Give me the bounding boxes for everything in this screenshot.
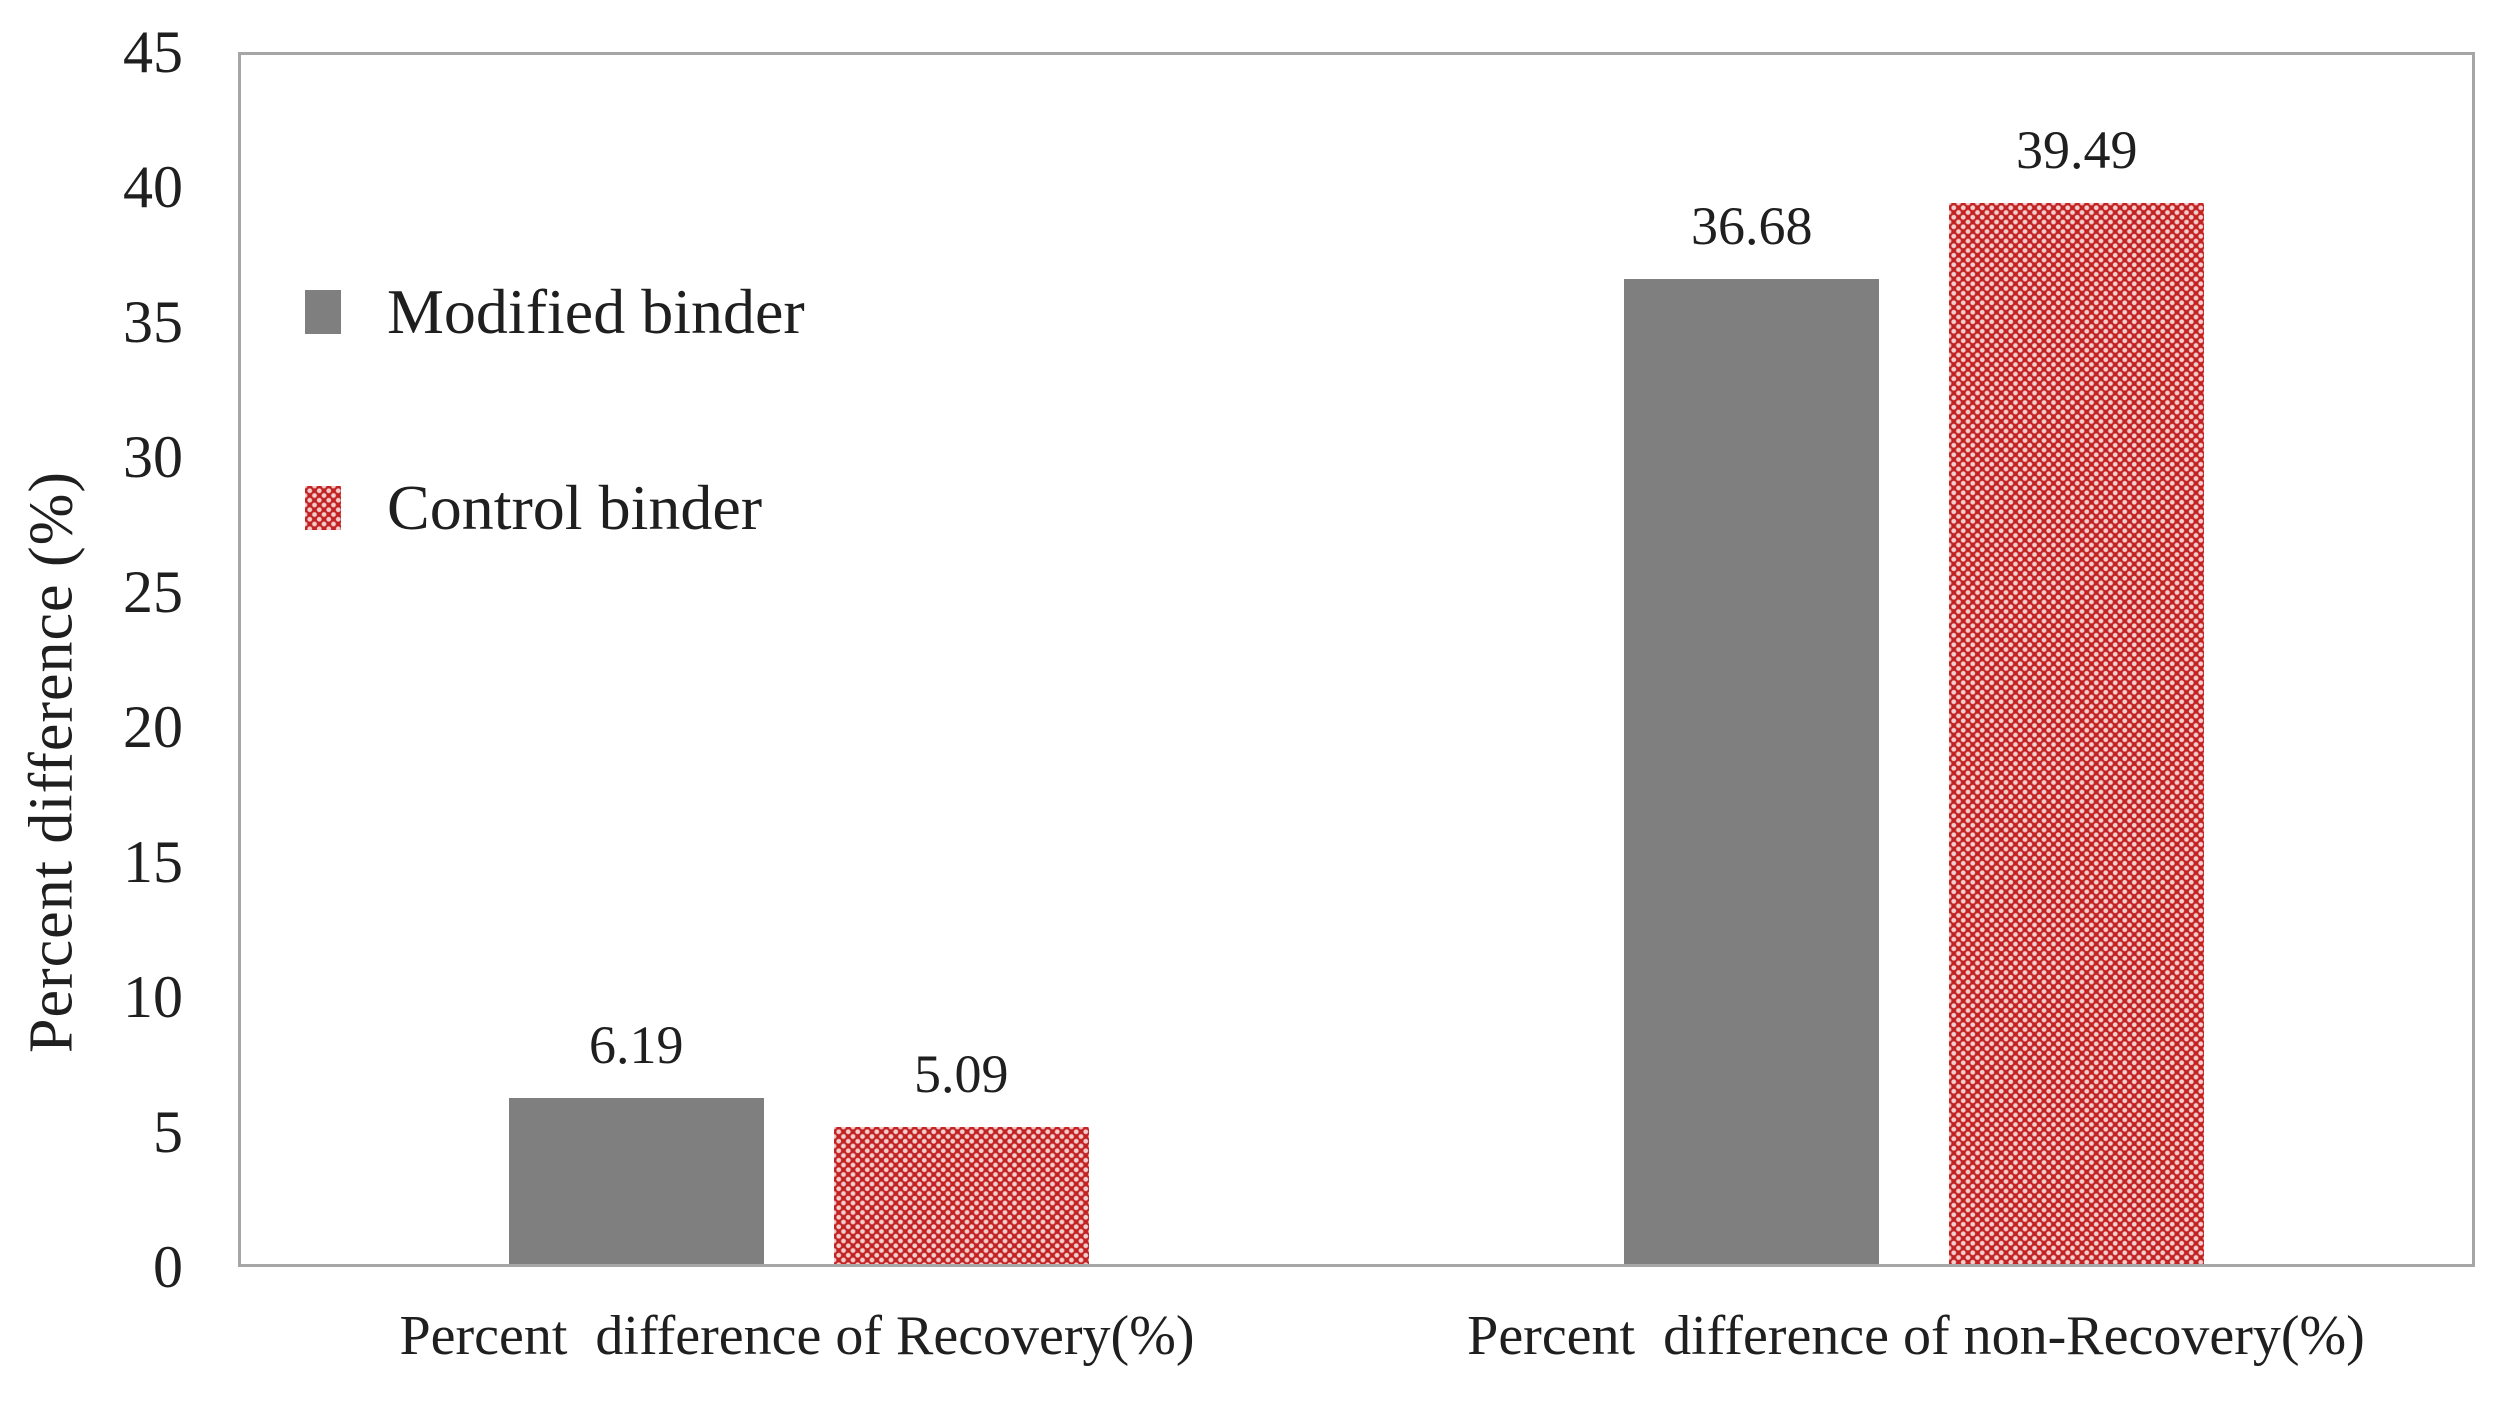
bar-value-label-control-binder-cat1: 39.49 bbox=[2016, 120, 2138, 181]
plot-area: Modified binder Control binder 6.19 5.09 3… bbox=[238, 52, 2475, 1267]
y-tick-label-25: 25 bbox=[123, 558, 183, 625]
bar-control-binder-cat0 bbox=[833, 1127, 1089, 1264]
category-label-non-recovery: Percent difference of non-Recovery(%) bbox=[1467, 1305, 2365, 1367]
bar-control-binder-cat1 bbox=[1949, 203, 2205, 1264]
y-tick-label-35: 35 bbox=[123, 288, 183, 355]
legend-swatch-control-binder bbox=[305, 485, 341, 530]
bar-value-label-control-binder-cat0: 5.09 bbox=[914, 1044, 1009, 1105]
y-tick-label-15: 15 bbox=[123, 829, 183, 895]
bar-value-label-modified-binder-cat1: 36.68 bbox=[1691, 195, 1813, 256]
y-tick-label-30: 30 bbox=[123, 424, 183, 490]
y-tick-label-20: 20 bbox=[123, 694, 183, 760]
legend-label-control-binder: Control binder bbox=[387, 472, 763, 543]
bar-value-label-modified-binder-cat0: 6.19 bbox=[589, 1014, 684, 1075]
legend-item-modified-binder: Modified binder bbox=[305, 267, 805, 357]
y-tick-label-40: 40 bbox=[123, 153, 183, 220]
y-tick-label-5: 5 bbox=[153, 1098, 183, 1165]
category-label-recovery: Percent difference of Recovery(%) bbox=[399, 1305, 1195, 1367]
y-tick-label-10: 10 bbox=[123, 964, 183, 1030]
bar-modified-binder-cat1 bbox=[1624, 278, 1880, 1264]
y-tick-label-45: 45 bbox=[123, 19, 183, 85]
y-tick-label-0: 0 bbox=[153, 1234, 183, 1300]
y-axis-tick-labels: 45 40 35 30 25 20 15 10 5 0 bbox=[0, 22, 192, 1297]
legend-swatch-modified-binder bbox=[305, 289, 341, 334]
bar-modified-binder-cat0 bbox=[508, 1097, 764, 1264]
legend-item-control-binder: Control binder bbox=[305, 463, 762, 553]
legend-label-modified-binder: Modified binder bbox=[387, 276, 805, 347]
